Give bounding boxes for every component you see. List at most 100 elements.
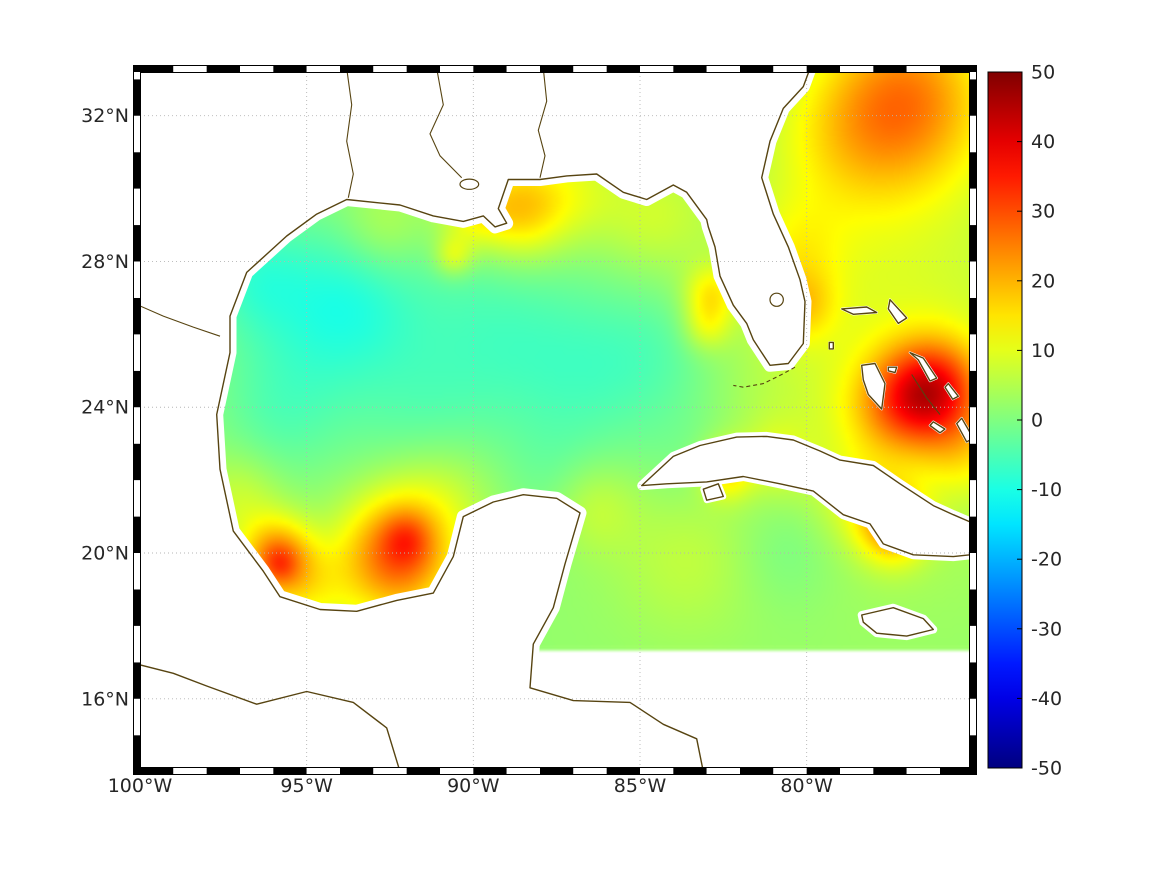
frame-segment (970, 698, 977, 736)
frame-segment (640, 65, 674, 72)
frame-segment (133, 698, 140, 736)
y-tick-label: 28°N (81, 251, 129, 273)
frame-corner (970, 768, 977, 775)
frame-segment (970, 443, 977, 481)
frame-segment (173, 768, 207, 775)
frame-segment (606, 65, 640, 72)
frame-segment (240, 65, 274, 72)
frame-corner (133, 65, 140, 72)
frame-segment (133, 188, 140, 226)
line-river-mississippi (429, 72, 463, 179)
frame-segment (133, 152, 140, 189)
frame-segment (673, 65, 707, 72)
frame-segment (970, 297, 977, 335)
line-exuma-cays (911, 374, 941, 415)
colorbar-tick-label: -20 (1031, 549, 1062, 571)
frame-segment (406, 768, 440, 775)
frame-segment (970, 662, 977, 699)
frame-segment (706, 768, 740, 775)
frame-segment (970, 480, 977, 517)
coastline-cat-island (944, 382, 959, 400)
frame-segment (306, 65, 340, 72)
coastline-andros (861, 362, 886, 410)
frame-segment (173, 65, 207, 72)
frame-segment (970, 115, 977, 153)
frame-segment (206, 65, 240, 72)
frame-segment (840, 768, 874, 775)
line-river-sabine (346, 72, 354, 198)
frame-segment (133, 443, 140, 481)
frame-segment (206, 768, 240, 775)
x-tick-label: 85°W (614, 775, 667, 797)
lake-pontchartrain (459, 178, 480, 190)
frame-segment (140, 768, 174, 775)
frame-segment (133, 553, 140, 590)
coastline-cuba (641, 435, 970, 558)
frame-segment (273, 768, 307, 775)
frame-segment (506, 65, 540, 72)
colorbar-tick-label: -50 (1031, 758, 1062, 780)
coastline-bimini (828, 341, 834, 350)
line-river-mobile (537, 72, 548, 178)
coastline-great-exuma (929, 421, 946, 434)
colorbar-tick-label: 20 (1031, 270, 1055, 292)
frame-segment (573, 65, 607, 72)
frame-segment (970, 370, 977, 408)
landmass-north-america-mainland (140, 72, 816, 768)
frame-segment (940, 768, 970, 775)
frame-segment (970, 188, 977, 226)
landmass-cuba (637, 431, 970, 562)
frame-segment (140, 65, 174, 72)
frame-segment (133, 225, 140, 262)
frame-segment (740, 65, 774, 72)
frame-segment (406, 65, 440, 72)
frame-segment (970, 72, 977, 80)
frame-corner (970, 65, 977, 72)
frame-segment (133, 72, 140, 80)
frame-segment (873, 65, 907, 72)
frame-segment (440, 768, 474, 775)
frame-segment (640, 768, 674, 775)
colorbar-tick-label: 10 (1031, 340, 1055, 362)
coastline-abaco (887, 299, 908, 325)
colorbar-tick-label: 30 (1031, 201, 1055, 223)
frame-segment (970, 334, 977, 371)
frame-segment (473, 65, 507, 72)
frame-segment (970, 407, 977, 444)
line-river-rio-grande (140, 305, 221, 337)
coastline-isla-de-la-juventud (702, 483, 724, 501)
y-tick-label: 20°N (81, 543, 129, 565)
frame-segment (440, 65, 474, 72)
frame-segment (970, 152, 977, 189)
frame-segment (906, 65, 940, 72)
colorbar-tick-label: 0 (1031, 410, 1043, 432)
colorbar-tick-label: 40 (1031, 131, 1055, 153)
y-tick-label: 24°N (81, 397, 129, 419)
colorbar: 50 40 30 20 10 0 -10 -20 -30 -40 -50 (987, 62, 1062, 780)
frame-segment (340, 768, 374, 775)
frame-segment (473, 768, 507, 775)
colorbar-tick-label: -40 (1031, 688, 1062, 710)
x-tick-label: 95°W (280, 775, 333, 797)
frame-segment (240, 768, 274, 775)
colorbar-tick-label: 50 (1031, 62, 1055, 84)
land-fill-layer (140, 72, 970, 768)
colorbar-gradient (987, 71, 1023, 769)
coastline-new-providence (887, 366, 898, 374)
frame-segment (133, 79, 140, 116)
frame-segment (773, 65, 807, 72)
frame-segment (970, 589, 977, 626)
frame-segment (970, 516, 977, 554)
frame-segment (340, 65, 374, 72)
frame-segment (970, 553, 977, 590)
frame-segment (133, 261, 140, 298)
frame-segment (806, 65, 840, 72)
y-tick-label: 16°N (81, 688, 129, 710)
frame-segment (840, 65, 874, 72)
frame-segment (540, 768, 574, 775)
frame-inner-border (140, 72, 970, 768)
frame-segment (706, 65, 740, 72)
frame-segment (906, 768, 940, 775)
